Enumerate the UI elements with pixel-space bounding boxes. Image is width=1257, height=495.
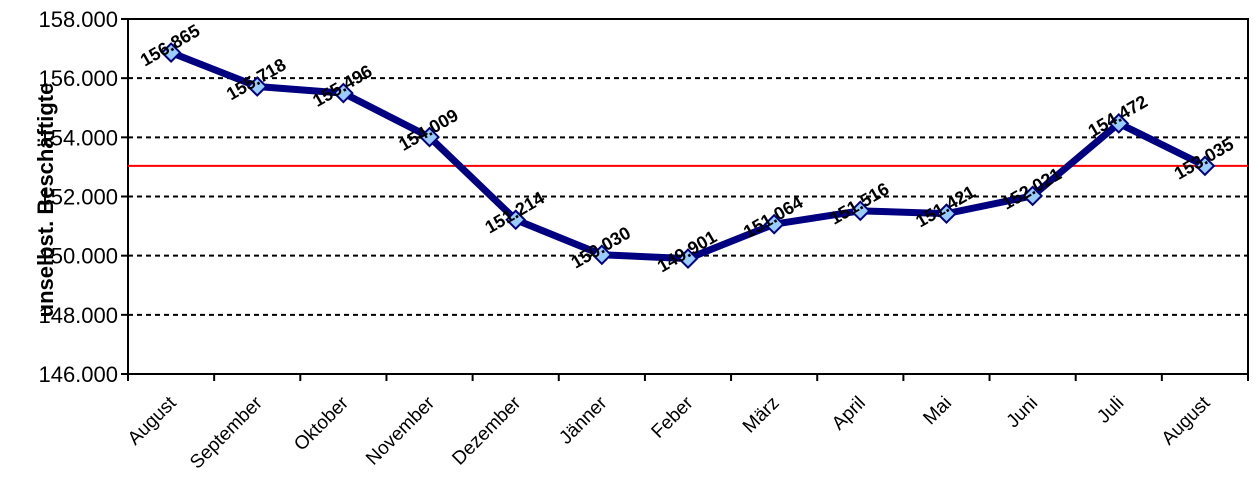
x-tick-label: Mai xyxy=(919,393,956,430)
data-point xyxy=(763,213,785,235)
data-point xyxy=(160,42,182,63)
data-point xyxy=(419,126,440,148)
y-tick-label: 150.000 xyxy=(38,244,118,269)
x-tick-label: Feber xyxy=(648,392,698,442)
data-point xyxy=(936,203,957,225)
y-tick-label: 148.000 xyxy=(38,303,118,328)
data-label: 152.021 xyxy=(998,164,1064,214)
x-tick-label: August xyxy=(124,392,181,449)
data-point xyxy=(1108,112,1130,134)
x-tick-label: März xyxy=(739,393,784,438)
y-tick-label: 152.000 xyxy=(38,185,118,210)
series-group xyxy=(160,42,1216,270)
y-tick-label: 158.000 xyxy=(38,7,118,32)
data-point xyxy=(591,244,613,266)
x-tick-label: Juli xyxy=(1093,393,1128,428)
data-point xyxy=(246,76,268,97)
x-tick-label: Dezember xyxy=(448,392,525,469)
data-point xyxy=(677,248,699,270)
data-point xyxy=(849,200,871,222)
x-tick-label: April xyxy=(828,393,870,435)
y-tick-label: 146.000 xyxy=(38,362,118,387)
data-point xyxy=(1022,185,1044,207)
x-tick-labels: August September Oktober November Dezember Jä… xyxy=(124,392,1215,473)
x-tick-label: November xyxy=(362,392,439,469)
x-tick-label: August xyxy=(1158,392,1215,449)
y-axis-title: unselbst. Beschäftigte xyxy=(33,83,58,318)
data-label: 151.064 xyxy=(740,192,806,242)
x-tick-label: September xyxy=(186,392,267,473)
data-point xyxy=(505,209,527,231)
data-label: 151.516 xyxy=(826,179,892,229)
data-label: 154.009 xyxy=(395,105,461,155)
y-tick-labels: 146.000 148.000 150.000 152.000 154.000 156.0… xyxy=(38,7,118,387)
x-tick-label: Oktober xyxy=(290,392,353,455)
y-tick-label: 154.000 xyxy=(38,125,118,150)
x-tick-label: Juni xyxy=(1003,393,1042,432)
data-point xyxy=(1194,155,1216,177)
x-tick-label: Jänner xyxy=(555,392,611,448)
axes xyxy=(121,18,1249,381)
y-tick-label: 156.000 xyxy=(38,66,118,91)
data-point xyxy=(332,82,354,104)
data-label: 153.035 xyxy=(1171,134,1237,184)
gridlines xyxy=(128,77,1248,316)
